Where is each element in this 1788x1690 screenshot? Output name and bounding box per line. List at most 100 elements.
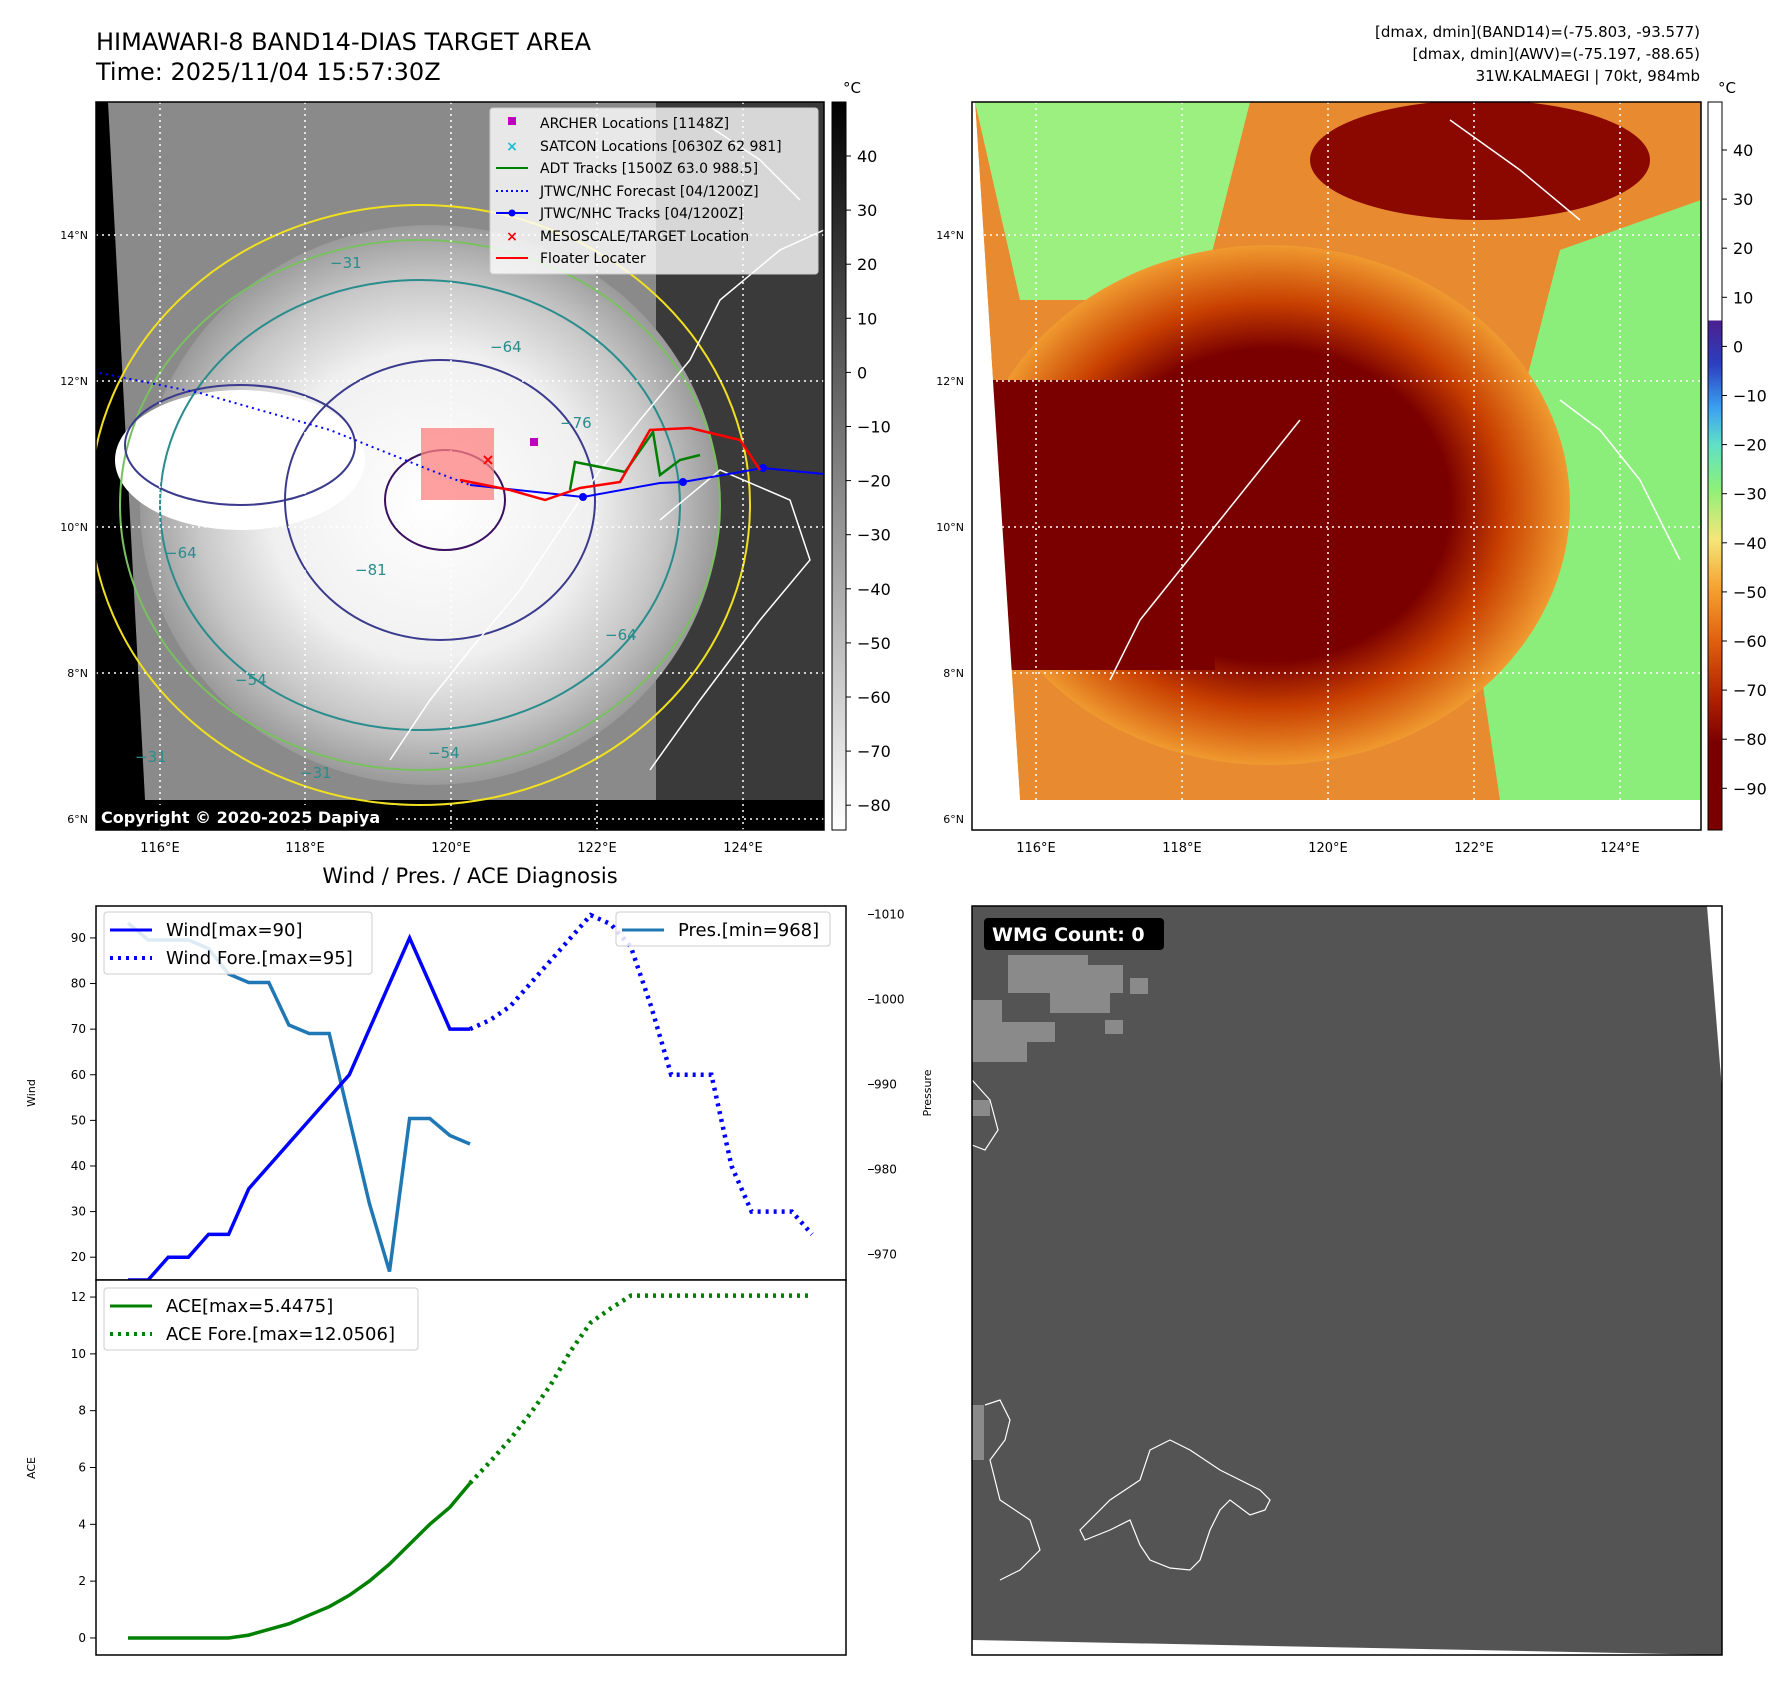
series-line-wind-max [128, 933, 470, 1282]
y-tick-label: 4 [78, 1517, 86, 1531]
ace-axis-label: ACE [25, 1457, 38, 1479]
y-tick-label: 50 [71, 1113, 86, 1127]
pressure-yticks: 970 980 990 1000 1010 [868, 908, 905, 1262]
y-tick-label: 1000 [874, 993, 905, 1007]
colorbar-tick-label: −50 [857, 634, 891, 653]
legend-entry: JTWC/NHC Tracks [04/1200Z] [539, 206, 743, 222]
y-tick-label: 1010 [874, 908, 905, 922]
figure-time: Time: 2025/11/04 15:57:30Z [95, 58, 441, 86]
ir-legend: ARCHER Locations [1148Z] × SATCON Locati… [489, 107, 819, 275]
diagnosis-title: Wind / Pres. / ACE Diagnosis [322, 864, 617, 888]
wmg-badge-text: WMG Count: 0 [992, 924, 1145, 946]
ir-colorbar-bar [831, 101, 847, 831]
colorbar-tick-label: −80 [857, 796, 891, 815]
colorbar-tick-label: −90 [1733, 779, 1767, 798]
legend-entry: SATCON Locations [0630Z 62 981] [540, 139, 782, 155]
jtwc-forecast-track [99, 372, 471, 486]
y-tick-label: 20 [71, 1250, 86, 1264]
colorbar-tick-label: −60 [857, 688, 891, 707]
y-tick-label: 12 [71, 1290, 86, 1304]
y-tick-label: 10 [71, 1347, 86, 1361]
wind-yticks: 20 30 40 50 60 70 80 90 [71, 931, 96, 1264]
ir-contour-mid [119, 239, 721, 771]
pressure-axis-label: Pressure [921, 1069, 934, 1116]
lon-tick-label: 124°E [723, 841, 763, 856]
jtwc-track [469, 466, 824, 499]
colorbar-tick-label: −70 [857, 742, 891, 761]
wind-legend-box [103, 911, 373, 975]
y-tick-label: 70 [71, 1022, 86, 1036]
archer-marker [530, 438, 538, 446]
ir-panel: −31 −64 −76 −64 −81 −54 −54 −31 −31 −64 [60, 79, 891, 856]
y-tick-label: 2 [78, 1574, 86, 1588]
lon-tick-label: 120°E [1308, 841, 1348, 856]
lon-tick-label: 122°E [577, 841, 617, 856]
lat-tick-label: 14°N [936, 229, 964, 242]
y-tick-label: 970 [874, 1248, 897, 1262]
colorbar-tick-label: 10 [857, 309, 877, 328]
awv-lon-ticks: 116°E 118°E 120°E 122°E 124°E [1016, 841, 1640, 856]
ir-panel-frame [95, 101, 825, 831]
lat-tick-label: 8°N [67, 667, 88, 680]
legend-entry: Wind[max=90] [166, 920, 303, 941]
lon-tick-label: 120°E [431, 841, 471, 856]
colorbar-tick-label: −60 [1733, 632, 1767, 651]
lon-tick-label: 122°E [1454, 841, 1494, 856]
series-line-ace-max [128, 1482, 472, 1640]
target-marker: × [481, 450, 494, 469]
colorbar-tick-label: 20 [857, 255, 877, 274]
colorbar-tick-label: −30 [857, 526, 891, 545]
awv-no-data-left [972, 102, 1020, 800]
awv-gridlines [972, 102, 1701, 830]
wmg-badge-bg [984, 918, 1164, 950]
ace-panel: ACE 0 2 4 6 8 10 12 ACE[max=5.4475] ACE Fore.[… [25, 1279, 847, 1656]
ir-lat-ticks: 14°N 12°N 10°N 8°N 6°N [60, 229, 88, 826]
lat-tick-label: 14°N [60, 229, 88, 242]
pressure-legend-box [615, 911, 831, 947]
awv-lat-ticks: 14°N 12°N 10°N 8°N 6°N [936, 229, 964, 826]
ir-lon-ticks: 116°E 118°E 120°E 122°E 124°E [140, 841, 763, 856]
colorbar-tick-label: 0 [857, 363, 867, 382]
ace-legend: ACE[max=5.4475] ACE Fore.[max=12.0506] [103, 1287, 419, 1351]
stats-band14: [dmax, dmin](BAND14)=(-75.803, -93.577) [1375, 23, 1700, 41]
pressure-legend: Pres.[min=968] [615, 911, 831, 947]
ir-storm-core [140, 225, 720, 785]
wmg-coastline [971, 1079, 1271, 1581]
storm-info: 31W.KALMAEGI | 70kt, 984mb [1476, 67, 1700, 85]
ir-colorbar-ticks: 40 30 20 10 0 −10 −20 −30 −40 −50 −60 −70 −80 [846, 147, 891, 815]
wind-pressure-panel: Wind Pressure 20 30 40 50 60 70 80 90 970 980 990… [25, 905, 934, 1282]
awv-colorbar: °C 40 30 20 10 0 −10 −20 −30 −40 −50 −60 −70 −80 −90 [1707, 79, 1767, 831]
copyright-text: Copyright © 2020-2025 Dapiya [101, 808, 380, 827]
square-marker-icon [508, 117, 516, 125]
wmg-data-area [972, 906, 1722, 1655]
ir-legend-box [489, 107, 819, 275]
awv-dry-north [1310, 102, 1650, 220]
ir-contour-label: −31 [330, 254, 362, 272]
awv-panel-frame [971, 101, 1702, 831]
awv-colorbar-ticks: 40 30 20 10 0 −10 −20 −30 −40 −50 −60 −70 −80 −90 [1722, 141, 1767, 798]
lat-tick-label: 10°N [936, 521, 964, 534]
ir-contour-labels: −31 −64 −76 −64 −81 −54 −54 −31 −31 −64 [135, 254, 637, 782]
ir-contour-label: −31 [300, 764, 332, 782]
colorbar-tick-label: −10 [1733, 387, 1767, 406]
colorbar-tick-label: 30 [1733, 190, 1753, 209]
ir-contour-west [124, 384, 356, 506]
copyright-bg [96, 805, 396, 829]
y-tick-label: 980 [874, 1163, 897, 1177]
colorbar-tick-label: 40 [1733, 141, 1753, 160]
ir-contour-label: −76 [560, 414, 592, 432]
ace-series [128, 1293, 812, 1640]
y-tick-label: 0 [78, 1631, 86, 1645]
ace-legend-box [103, 1287, 419, 1351]
ir-contour-label: −64 [605, 626, 637, 644]
awv-colorbar-bar [1707, 101, 1723, 831]
adt-track [568, 428, 701, 491]
ir-contour-label: −54 [235, 671, 267, 689]
awv-no-data-bottom [972, 800, 1701, 830]
ir-colorbar-unit: °C [843, 79, 861, 97]
wmg-panel-frame [971, 905, 1723, 1656]
wmg-panel: WMG Count: 0 [971, 905, 1723, 1656]
lat-tick-label: 12°N [936, 375, 964, 388]
lat-tick-label: 12°N [60, 375, 88, 388]
lat-tick-label: 6°N [67, 813, 88, 826]
